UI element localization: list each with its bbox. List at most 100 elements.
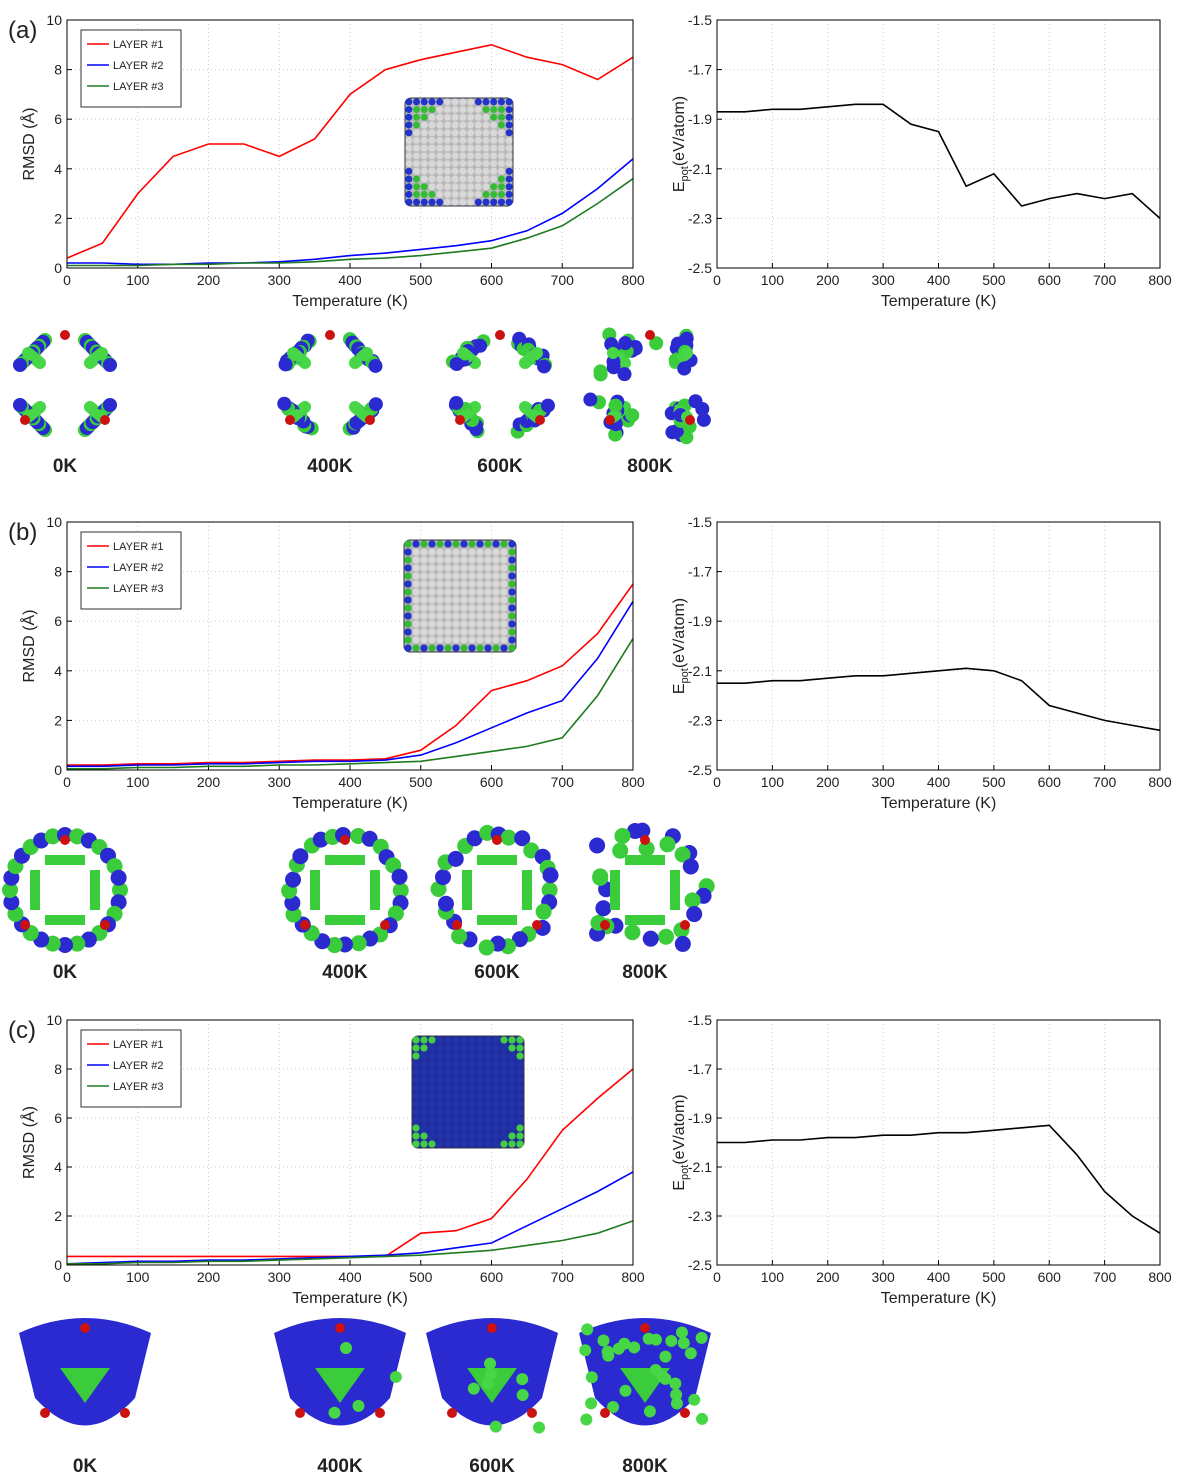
y-axis-label-sub: pot <box>679 1165 691 1180</box>
y-tick-label: -2.1 <box>688 161 712 177</box>
atom <box>340 835 350 845</box>
atom <box>500 588 507 595</box>
atom <box>460 1044 467 1051</box>
atom <box>467 137 474 144</box>
atom <box>96 347 108 359</box>
y-axis-label-part: (eV/atom) <box>671 1094 688 1164</box>
atom <box>516 1036 523 1043</box>
y-tick-label: -2.3 <box>688 210 712 226</box>
atom <box>490 183 497 190</box>
snapshot-label: 400K <box>322 962 368 983</box>
atom <box>452 160 459 167</box>
atom <box>412 588 419 595</box>
snapshot-label: 600K <box>477 456 523 477</box>
atom <box>498 98 505 105</box>
atom <box>500 628 507 635</box>
atom <box>484 580 491 587</box>
atom-row <box>325 915 365 925</box>
atom <box>452 114 459 121</box>
atom <box>484 620 491 627</box>
atom-row <box>45 915 85 925</box>
atom <box>468 1044 475 1051</box>
atom <box>404 644 411 651</box>
atom <box>468 548 475 555</box>
x-axis-label: Temperature (K) <box>881 293 997 310</box>
atom <box>413 160 420 167</box>
atom <box>279 357 293 371</box>
x-tick-label: 300 <box>268 1269 292 1285</box>
figure: 01002003004005006007008000246810Temperat… <box>0 0 1177 1475</box>
atom <box>428 152 435 159</box>
atom <box>428 540 435 547</box>
snapshot-label: 800K <box>627 456 673 477</box>
atom <box>420 580 427 587</box>
atom <box>365 415 375 425</box>
atom <box>436 556 443 563</box>
atom <box>444 540 451 547</box>
atom-row <box>30 870 40 910</box>
atom <box>500 636 507 643</box>
y-tick-label: 0 <box>54 762 62 778</box>
y-tick-label: -1.5 <box>688 12 712 28</box>
atom <box>482 121 489 128</box>
atom <box>685 415 695 425</box>
nanoparticle-snapshot <box>13 330 117 437</box>
atom <box>677 362 691 376</box>
atom <box>436 1036 443 1043</box>
atom <box>500 596 507 603</box>
atom <box>436 612 443 619</box>
atom <box>506 175 513 182</box>
atom <box>452 556 459 563</box>
atom <box>22 347 34 359</box>
atom <box>645 330 655 340</box>
atom <box>468 1068 475 1075</box>
atom <box>413 183 420 190</box>
atom <box>476 1100 483 1107</box>
atom <box>412 1124 419 1131</box>
atom <box>583 393 597 407</box>
atom <box>413 191 420 198</box>
atom <box>683 858 699 874</box>
atom <box>452 1108 459 1115</box>
y-tick-label: -1.5 <box>688 514 712 530</box>
x-tick-label: 400 <box>927 1269 951 1285</box>
atom <box>405 183 412 190</box>
nanoparticle-snapshot <box>281 827 409 953</box>
atom <box>482 160 489 167</box>
y-tick-label: 2 <box>54 210 62 226</box>
atom <box>405 168 412 175</box>
atom <box>421 183 428 190</box>
x-tick-label: 0 <box>63 272 71 288</box>
legend-label: LAYER #3 <box>113 81 164 93</box>
legend-label: LAYER #2 <box>113 1060 164 1072</box>
atom <box>405 160 412 167</box>
atom <box>436 1092 443 1099</box>
atom <box>500 1116 507 1123</box>
atom <box>452 106 459 113</box>
structure-inset <box>412 1036 524 1148</box>
atom <box>681 347 693 359</box>
atom <box>484 1044 491 1051</box>
atom <box>444 114 451 121</box>
legend-label: LAYER #2 <box>113 562 164 574</box>
atom <box>459 199 466 206</box>
atom <box>452 644 459 651</box>
atom <box>460 644 467 651</box>
atom <box>476 1140 483 1147</box>
atom <box>452 145 459 152</box>
atom <box>476 572 483 579</box>
atom <box>468 564 475 571</box>
atom <box>436 1108 443 1115</box>
x-tick-label: 0 <box>63 1269 71 1285</box>
atom <box>436 175 443 182</box>
x-tick-label: 800 <box>621 1269 645 1285</box>
atom <box>492 1052 499 1059</box>
atom <box>444 628 451 635</box>
atom <box>490 114 497 121</box>
atom <box>428 564 435 571</box>
atom <box>421 98 428 105</box>
snapshot-label: 600K <box>469 1456 515 1475</box>
atom <box>665 1335 677 1347</box>
atom <box>40 1408 50 1418</box>
atom <box>475 191 482 198</box>
